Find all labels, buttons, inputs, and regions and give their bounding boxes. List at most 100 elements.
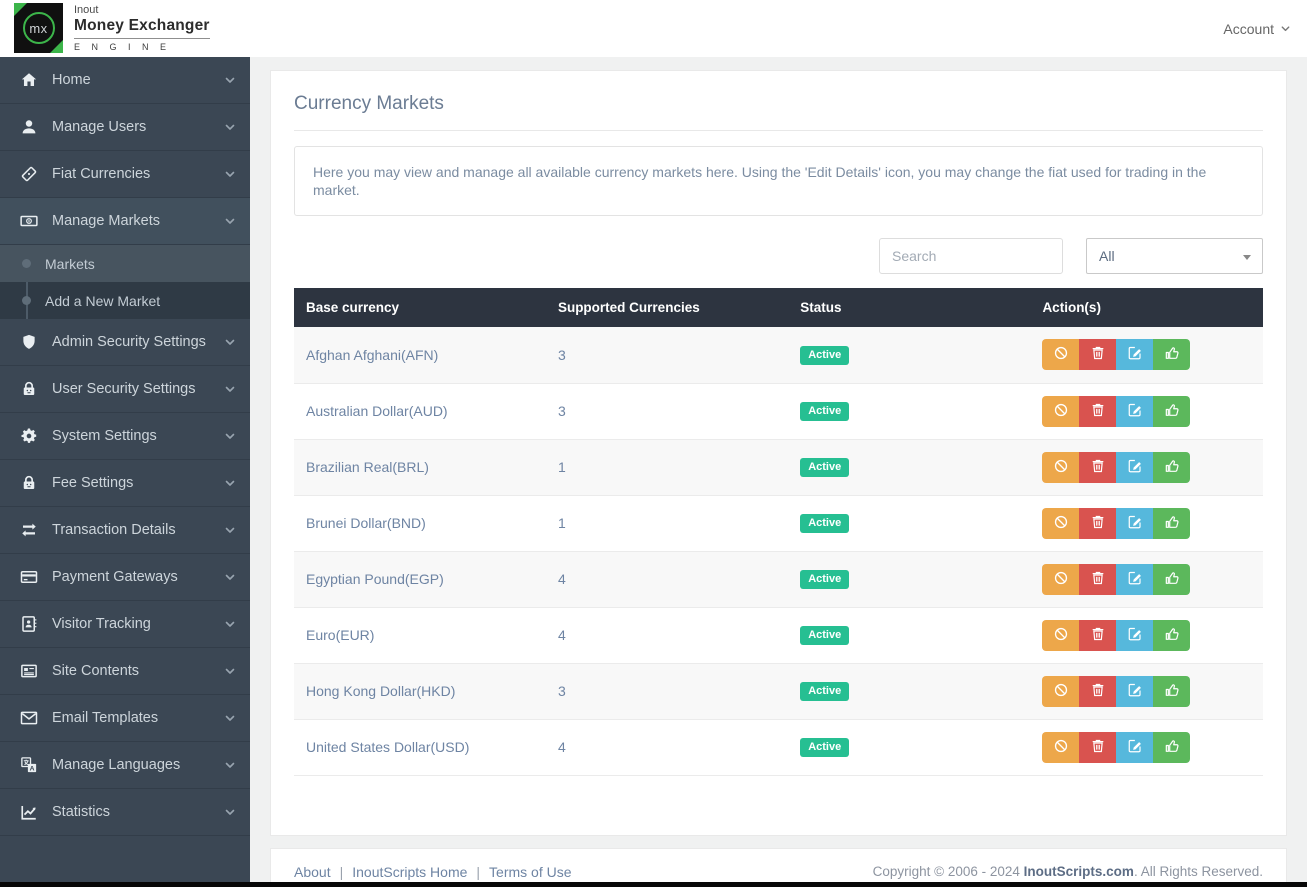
status-badge: Active [800, 402, 849, 421]
edit-button[interactable] [1116, 620, 1153, 651]
sidebar-item-system-settings[interactable]: System Settings [0, 413, 250, 460]
footer-link-inoutscripts-home[interactable]: InoutScripts Home [352, 864, 467, 880]
table-row: Euro(EUR)4Active [294, 607, 1263, 663]
currency-link[interactable]: Hong Kong Dollar(HKD) [306, 683, 455, 699]
delete-button[interactable] [1079, 676, 1116, 707]
delete-button[interactable] [1079, 564, 1116, 595]
thumbsup-icon [1164, 570, 1180, 589]
chevron-down-icon [224, 524, 236, 536]
thumbsup-icon [1164, 626, 1180, 645]
column-header-action-s: Action(s) [1030, 288, 1263, 327]
sidebar-subitem-markets[interactable]: Markets [0, 245, 250, 282]
trash-icon [1090, 738, 1106, 757]
account-menu[interactable]: Account [1223, 0, 1291, 57]
currency-link[interactable]: Brunei Dollar(BND) [306, 515, 426, 531]
disable-button[interactable] [1042, 508, 1079, 539]
status-badge: Active [800, 514, 849, 533]
delete-button[interactable] [1079, 396, 1116, 427]
envelope-icon [17, 709, 41, 727]
ban-icon [1053, 682, 1069, 701]
sidebar-item-site-contents[interactable]: Site Contents [0, 648, 250, 695]
trash-icon [1090, 570, 1106, 589]
shield-icon [17, 333, 41, 351]
status-filter-select[interactable]: All [1086, 238, 1263, 274]
table-row: Australian Dollar(AUD)3Active [294, 383, 1263, 439]
sidebar-item-email-templates[interactable]: Email Templates [0, 695, 250, 742]
currency-link[interactable]: Australian Dollar(AUD) [306, 403, 448, 419]
delete-button[interactable] [1079, 508, 1116, 539]
chevron-down-icon [224, 383, 236, 395]
copyright-link[interactable]: InoutScripts.com [1024, 864, 1134, 879]
sidebar-item-visitor-tracking[interactable]: Visitor Tracking [0, 601, 250, 648]
approve-button[interactable] [1153, 676, 1190, 707]
approve-button[interactable] [1153, 732, 1190, 763]
sidebar-item-label: Manage Languages [52, 757, 224, 773]
search-input[interactable] [879, 238, 1063, 274]
approve-button[interactable] [1153, 620, 1190, 651]
currency-link[interactable]: Euro(EUR) [306, 627, 374, 643]
edit-button[interactable] [1116, 732, 1153, 763]
edit-button[interactable] [1116, 564, 1153, 595]
edit-icon [1127, 738, 1143, 757]
action-buttons [1042, 620, 1251, 651]
disable-button[interactable] [1042, 452, 1079, 483]
delete-button[interactable] [1079, 452, 1116, 483]
approve-button[interactable] [1153, 396, 1190, 427]
thumbsup-icon [1164, 682, 1180, 701]
currency-link[interactable]: Egyptian Pound(EGP) [306, 571, 444, 587]
sidebar-item-payment-gateways[interactable]: Payment Gateways [0, 554, 250, 601]
footer-link-terms-of-use[interactable]: Terms of Use [489, 864, 571, 880]
sidebar-item-label: Email Templates [52, 710, 224, 726]
sidebar-item-label: Admin Security Settings [52, 334, 224, 350]
sidebar-item-fiat-currencies[interactable]: Fiat Currencies [0, 151, 250, 198]
delete-button[interactable] [1079, 620, 1116, 651]
sidebar-item-transaction-details[interactable]: Transaction Details [0, 507, 250, 554]
disable-button[interactable] [1042, 732, 1079, 763]
currency-link[interactable]: United States Dollar(USD) [306, 739, 469, 755]
edit-button[interactable] [1116, 508, 1153, 539]
edit-button[interactable] [1116, 452, 1153, 483]
edit-button[interactable] [1116, 339, 1153, 370]
edit-icon [1127, 682, 1143, 701]
edit-button[interactable] [1116, 676, 1153, 707]
edit-icon [1127, 514, 1143, 533]
sidebar-item-fee-settings[interactable]: Fee Settings [0, 460, 250, 507]
markets-table: Base currencySupported CurrenciesStatusA… [294, 288, 1263, 776]
table-body: Afghan Afghani(AFN)3ActiveAustralian Dol… [294, 327, 1263, 775]
delete-button[interactable] [1079, 732, 1116, 763]
disable-button[interactable] [1042, 396, 1079, 427]
sidebar-item-statistics[interactable]: Statistics [0, 789, 250, 836]
disable-button[interactable] [1042, 620, 1079, 651]
chevron-down-icon [224, 430, 236, 442]
sidebar-item-label: Fiat Currencies [52, 166, 224, 182]
sidebar-item-user-security-settings[interactable]: User Security Settings [0, 366, 250, 413]
sidebar-item-manage-markets[interactable]: Manage Markets [0, 198, 250, 245]
brand-line1: Inout [74, 4, 210, 16]
separator: | [476, 864, 480, 880]
disable-button[interactable] [1042, 339, 1079, 370]
currency-link[interactable]: Afghan Afghani(AFN) [306, 347, 438, 363]
footer-link-about[interactable]: About [294, 864, 331, 880]
edit-button[interactable] [1116, 396, 1153, 427]
bullet-icon [22, 259, 31, 268]
delete-button[interactable] [1079, 339, 1116, 370]
approve-button[interactable] [1153, 508, 1190, 539]
ban-icon [1053, 514, 1069, 533]
trash-icon [1090, 345, 1106, 364]
sidebar-item-admin-security-settings[interactable]: Admin Security Settings [0, 319, 250, 366]
markets-icon [17, 212, 41, 230]
brand-logo: mx Inout Money Exchanger E N G I N E [14, 3, 210, 53]
approve-button[interactable] [1153, 564, 1190, 595]
disable-button[interactable] [1042, 676, 1079, 707]
disable-button[interactable] [1042, 564, 1079, 595]
transfer-icon [17, 521, 41, 539]
sidebar-subitem-add-a-new-market[interactable]: Add a New Market [0, 282, 250, 319]
thumbsup-icon [1164, 458, 1180, 477]
sidebar-item-manage-languages[interactable]: AManage Languages [0, 742, 250, 789]
sidebar-item-manage-users[interactable]: Manage Users [0, 104, 250, 151]
approve-button[interactable] [1153, 339, 1190, 370]
approve-button[interactable] [1153, 452, 1190, 483]
edit-icon [1127, 626, 1143, 645]
currency-link[interactable]: Brazilian Real(BRL) [306, 459, 429, 475]
sidebar-item-home[interactable]: Home [0, 57, 250, 104]
